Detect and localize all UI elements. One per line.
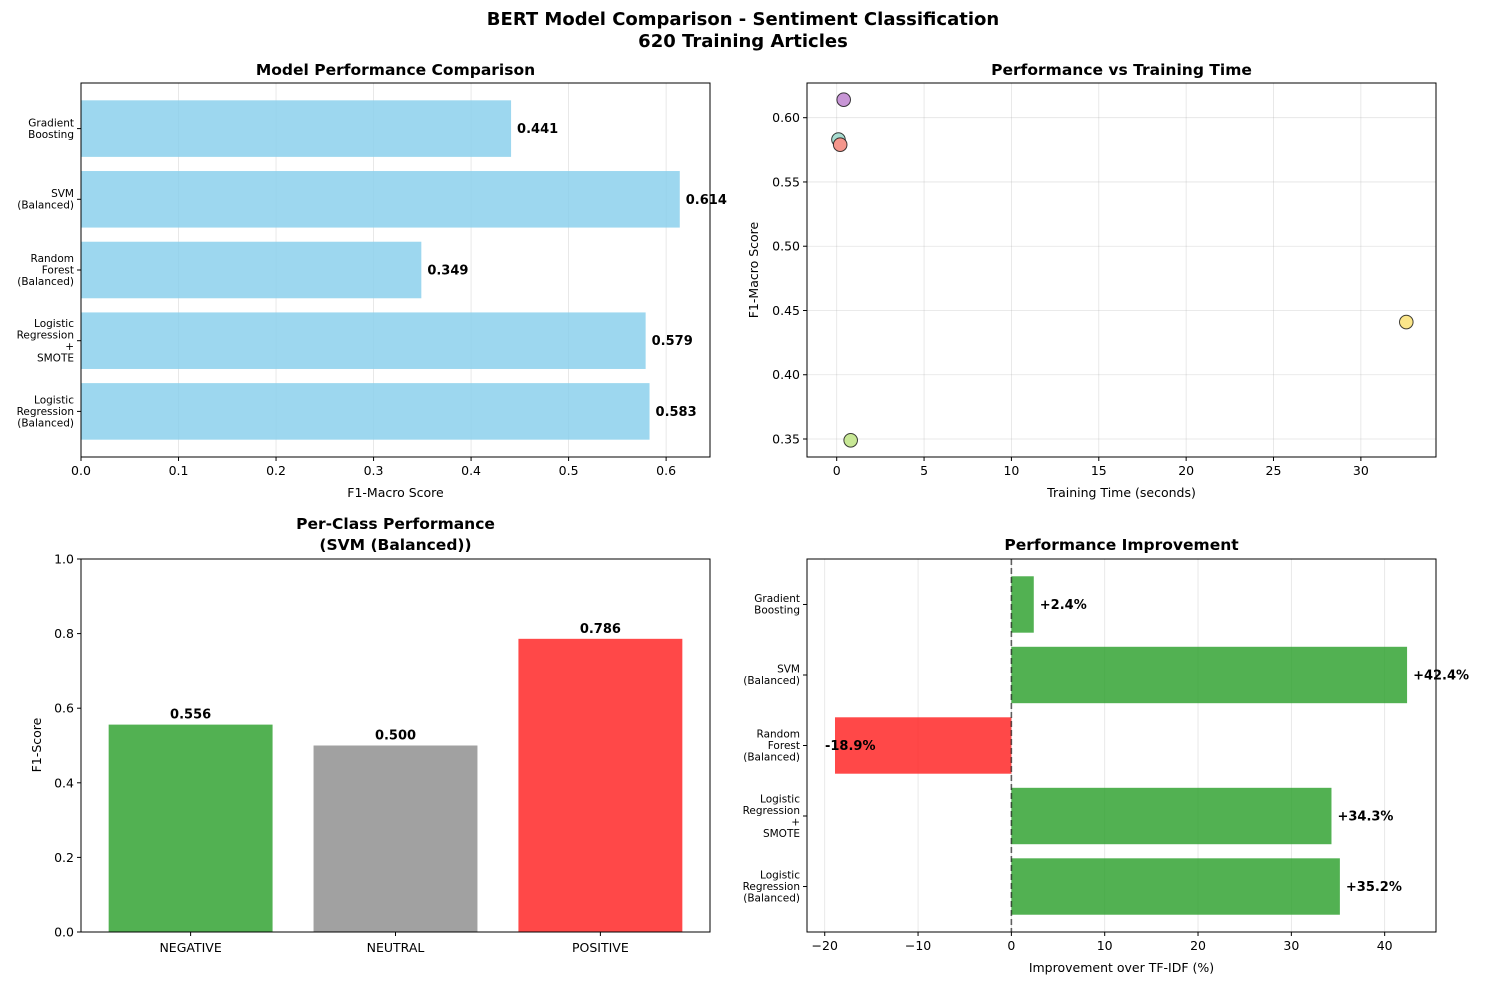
scatter-point xyxy=(843,432,858,448)
figure-title-line1: BERT Model Comparison - Sentiment Classi… xyxy=(487,9,999,30)
panel4-frame xyxy=(806,558,1437,933)
panel3-title-line2: (SVM (Balanced)) xyxy=(319,536,471,554)
panel3-ylabel: F1-Score xyxy=(29,717,44,772)
x-tick-label: 10 xyxy=(1097,938,1113,953)
y-tick-label: 0.60 xyxy=(772,110,800,125)
bar-value-label: 0.583 xyxy=(656,405,697,420)
bar xyxy=(81,171,680,228)
panel3-frame xyxy=(80,558,711,933)
panel1-title: Model Performance Comparison xyxy=(256,61,535,79)
bar-value-label: +35.2% xyxy=(1346,880,1402,895)
bar-value-label: +2.4% xyxy=(1040,598,1087,613)
per-class-panel: Per-Class Performance (SVM (Balanced)) 0… xyxy=(29,515,711,955)
bar-value-label: 0.500 xyxy=(375,729,416,744)
y-category-label: SVM (Balanced) xyxy=(743,664,800,688)
x-tick-label: 25 xyxy=(1266,463,1282,478)
x-tick-label: 0.4 xyxy=(461,463,481,478)
bar xyxy=(1011,787,1332,845)
x-tick-label: 5 xyxy=(920,463,928,478)
bar xyxy=(81,312,646,369)
panel2-ylabel: F1-Macro Score xyxy=(746,221,761,318)
y-category-label: SVM (Balanced) xyxy=(17,188,74,212)
y-category-label: Logistic Regression (Balanced) xyxy=(17,394,75,429)
y-tick-label: 0.35 xyxy=(772,432,800,447)
x-tick-label: NEGATIVE xyxy=(159,940,221,955)
figure-title-line2: 620 Training Articles xyxy=(638,31,848,52)
bar-value-label: +42.4% xyxy=(1413,668,1469,683)
x-tick-label: 40 xyxy=(1377,938,1393,953)
y-tick-label: 0.55 xyxy=(772,174,800,189)
panel4-xlabel: Improvement over TF-IDF (%) xyxy=(1029,960,1214,975)
x-tick-label: 30 xyxy=(1353,463,1369,478)
y-tick-label: 0.4 xyxy=(54,775,74,790)
bar xyxy=(1011,576,1034,633)
bar-value-label: +34.3% xyxy=(1337,810,1393,825)
bar-value-label: 0.349 xyxy=(427,264,468,279)
panel1-frame xyxy=(80,82,711,458)
y-tick-label: 0.8 xyxy=(54,626,74,641)
bar-value-label: 0.614 xyxy=(686,193,727,208)
x-tick-label: 0 xyxy=(833,463,841,478)
x-tick-label: 0 xyxy=(1007,938,1015,953)
x-tick-label: 0.2 xyxy=(266,463,286,478)
x-tick-label: 20 xyxy=(1178,463,1194,478)
bar xyxy=(81,241,422,299)
y-tick-label: 0.40 xyxy=(772,367,800,382)
bar xyxy=(108,724,273,932)
bar-value-label: 0.441 xyxy=(517,122,558,137)
y-tick-label: 1.0 xyxy=(54,552,74,567)
model-performance-panel: Model Performance Comparison 0.583 0.579 0… xyxy=(17,61,727,500)
bar xyxy=(81,383,650,440)
bar xyxy=(518,638,683,932)
y-category-label: Logistic Regression (Balanced) xyxy=(743,870,801,905)
x-tick-label: NEUTRAL xyxy=(367,940,425,955)
scatter-point xyxy=(832,137,848,152)
x-tick-label: 0.1 xyxy=(169,463,189,478)
bar xyxy=(1011,646,1408,704)
x-tick-label: 0.6 xyxy=(656,463,676,478)
bar-value-label: 0.579 xyxy=(652,334,693,349)
bar-value-label: -18.9% xyxy=(825,739,876,754)
y-category-label: Random Forest (Balanced) xyxy=(17,253,74,288)
panel2-xlabel: Training Time (seconds) xyxy=(1046,485,1196,500)
improvement-panel: Performance Improvement +35.2% +34.3% -18.… xyxy=(743,536,1470,975)
x-tick-label: 15 xyxy=(1091,463,1107,478)
y-tick-label: 0.50 xyxy=(772,239,800,254)
y-category-label: Gradient Boosting xyxy=(28,117,74,141)
x-tick-label: 0.5 xyxy=(559,463,579,478)
panel4-title: Performance Improvement xyxy=(1004,536,1239,554)
x-tick-label: 0.3 xyxy=(364,463,384,478)
panel2-frame xyxy=(806,82,1437,458)
y-category-label: Logistic Regression + SMOTE xyxy=(17,318,75,365)
x-tick-label: 0.0 xyxy=(71,463,91,478)
bar xyxy=(834,717,1012,774)
bar xyxy=(81,100,512,157)
scatter-point xyxy=(1398,314,1414,330)
y-category-label: Logistic Regression + SMOTE xyxy=(743,793,801,840)
panel1-xlabel: F1-Macro Score xyxy=(347,485,444,500)
x-tick-label: 20 xyxy=(1190,938,1206,953)
x-tick-label: POSITIVE xyxy=(572,940,629,955)
y-tick-label: 0.45 xyxy=(772,303,800,318)
x-tick-label: 30 xyxy=(1283,938,1299,953)
y-tick-label: 0.6 xyxy=(54,701,74,716)
performance-vs-time-panel: Performance vs Training Time 0 5 10 15 20 25 3… xyxy=(746,61,1437,500)
bar-value-label: 0.556 xyxy=(170,708,211,723)
y-category-label: Gradient Boosting xyxy=(754,593,800,617)
x-tick-label: 10 xyxy=(1003,463,1019,478)
y-tick-label: 0.2 xyxy=(54,850,74,865)
y-tick-label: 0.0 xyxy=(54,925,74,940)
scatter-point xyxy=(836,92,851,108)
bar xyxy=(313,745,478,932)
y-category-label: Random Forest (Balanced) xyxy=(743,729,800,764)
panel2-title: Performance vs Training Time xyxy=(991,61,1252,79)
x-tick-label: −20 xyxy=(812,938,838,953)
x-tick-label: −10 xyxy=(905,938,931,953)
bar xyxy=(1011,858,1340,915)
panel3-title-line1: Per-Class Performance xyxy=(296,515,495,533)
bar-value-label: 0.786 xyxy=(580,622,621,637)
